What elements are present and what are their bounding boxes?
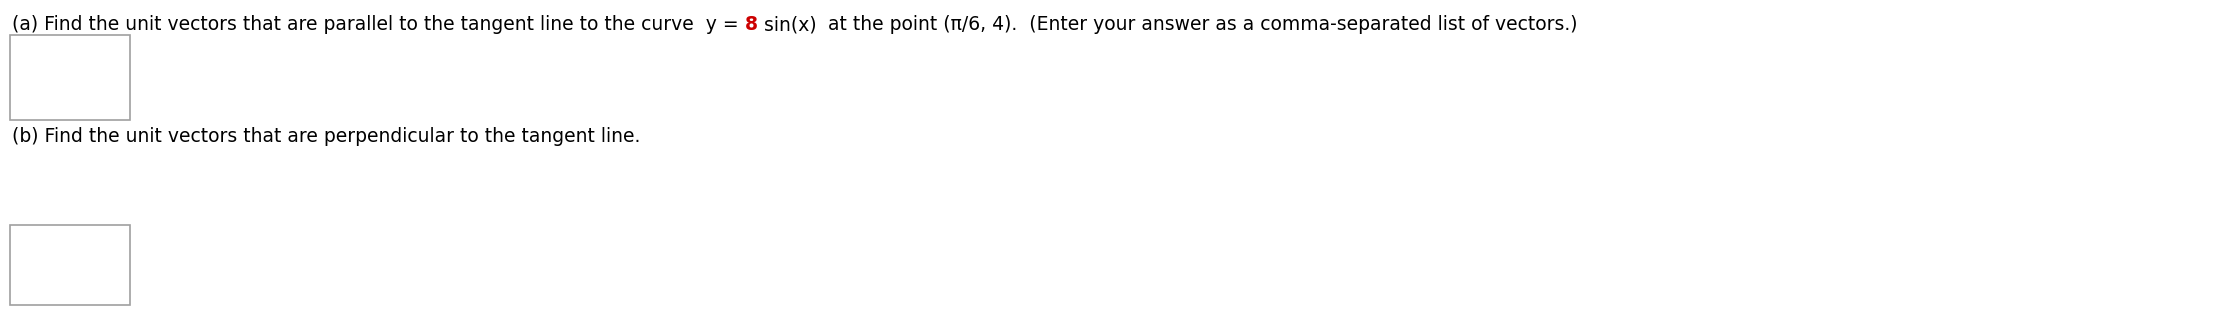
Text: (a) Find the unit vectors that are parallel to the tangent line to the curve  y : (a) Find the unit vectors that are paral… (11, 15, 745, 34)
Text: 8: 8 (745, 15, 759, 34)
Bar (9, 225, 130, 305)
Text: at the point (π/6, 4).  (Enter your answer as a comma-separated list of vectors.: at the point (π/6, 4). (Enter your answe… (817, 15, 1578, 34)
Text: (b) Find the unit vectors that are perpendicular to the tangent line.: (b) Find the unit vectors that are perpe… (11, 127, 640, 146)
Bar (9, 35, 130, 120)
Text: sin(x): sin(x) (759, 15, 817, 34)
